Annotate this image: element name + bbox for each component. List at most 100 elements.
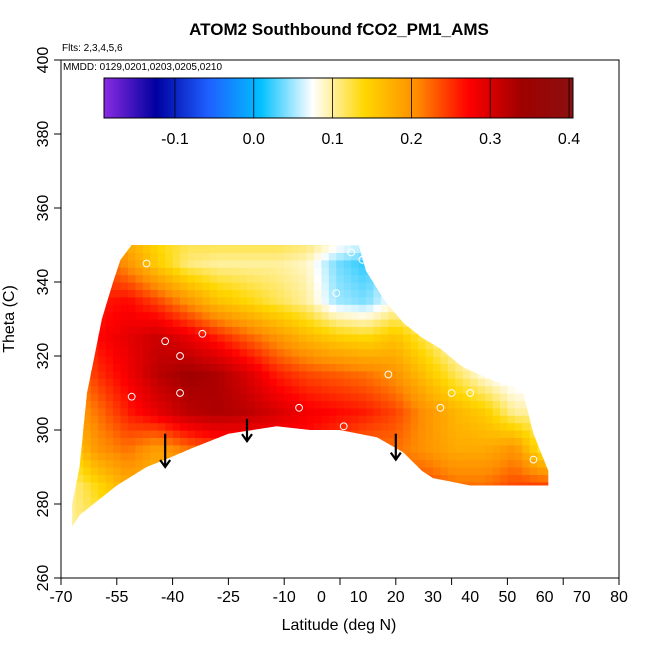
heatmap-cell [127,245,136,253]
heatmap-cell [366,326,375,335]
heatmap-cell [366,296,375,305]
heatmap-cell [470,437,479,446]
heatmap-cell [328,333,337,342]
heatmap-cell [217,245,226,253]
heatmap-cell [113,289,122,298]
heatmap-cell [209,356,218,364]
heatmap-cell [440,363,449,372]
heatmap-cell [507,452,516,461]
heatmap-cell [165,444,174,453]
heatmap-cell [306,245,315,253]
heatmap-cell [98,400,107,409]
heatmap-cell [165,422,174,431]
heatmap-cell [433,422,442,431]
heatmap-cell [127,467,136,475]
heatmap-cell [83,444,92,453]
heatmap-cell [217,282,226,290]
heatmap-cell [321,259,330,268]
heatmap-cell [358,333,367,342]
heatmap-cell [418,370,427,379]
heatmap-cell [380,393,389,401]
heatmap-cell [135,252,144,261]
heatmap-cell [261,289,270,298]
heatmap-cell [313,348,322,357]
heatmap-cell [328,415,337,424]
heatmap-cell [247,407,256,416]
heatmap-cell [135,393,144,401]
heatmap-cell [247,348,256,357]
heatmap-cell [150,370,159,379]
heatmap-cell [142,296,151,305]
heatmap-cell [261,422,270,431]
heatmap-cell [224,385,233,394]
heatmap-cell [98,444,107,453]
heatmap-cell [395,333,404,342]
heatmap-cell [202,326,211,335]
heatmap-cell [261,378,270,387]
heatmap-cell [180,252,189,261]
heatmap-cell [224,400,233,409]
heatmap-cell [180,304,189,313]
heatmap-cell [395,370,404,379]
heatmap-cell [165,282,174,290]
heatmap-cell [425,363,434,372]
heatmap-cell [105,319,114,327]
heatmap-cell [83,504,92,512]
heatmap-cell [395,422,404,431]
heatmap-cell [343,252,352,261]
heatmap-cell [261,370,270,379]
heatmap-cell [492,459,501,468]
heatmap-cell [328,326,337,335]
heatmap-cell [321,400,330,409]
heatmap-cell [410,370,419,379]
heatmap-cell [366,341,375,350]
heatmap-cell [284,245,293,246]
heatmap-cell [418,452,427,461]
heatmap-cell [172,444,181,453]
heatmap-cell [418,363,427,372]
heatmap-cell [83,489,92,498]
heatmap-cell [373,326,382,335]
heatmap-cell [470,385,479,394]
heatmap-cell [254,319,263,327]
heatmap-cell [291,370,300,379]
heatmap-cell [172,252,181,261]
heatmap-cell [403,452,412,461]
heatmap-cell [351,378,360,387]
heatmap-cell [499,459,508,468]
heatmap-cell [194,415,203,424]
heatmap-cell [157,444,166,453]
heatmap-cell [418,356,427,364]
heatmap-cell [120,422,129,431]
heatmap-cell [232,274,241,283]
heatmap-cell [142,245,151,253]
heatmap-cell [462,407,471,416]
heatmap-cell [142,459,151,468]
heatmap-cell [98,385,107,394]
heatmap-cell [299,282,308,290]
heatmap-cell [142,400,151,409]
heatmap-cell [127,363,136,372]
heatmap-cell [142,311,151,320]
heatmap-cell [388,348,397,357]
heatmap-cell [127,319,136,327]
colorbar-tick-label: 0.2 [400,131,422,148]
heatmap-cell [254,245,263,246]
y-tick-label: 400 [35,47,52,74]
heatmap-cell [217,259,226,268]
heatmap-cell [157,385,166,394]
heatmap-cell [209,333,218,342]
heatmap-cell [98,430,107,438]
heatmap-cell [209,422,218,431]
heatmap-cell [529,444,538,453]
heatmap-cell [142,378,151,387]
heatmap-cell [150,363,159,372]
heatmap-cell [98,481,107,490]
y-tick-label: 260 [35,565,52,592]
heatmap-cell [142,289,151,298]
heatmap-cell [366,378,375,387]
heatmap-cell [142,326,151,335]
heatmap-cell [165,333,174,342]
heatmap-cell [180,400,189,409]
heatmap-cell [180,282,189,290]
